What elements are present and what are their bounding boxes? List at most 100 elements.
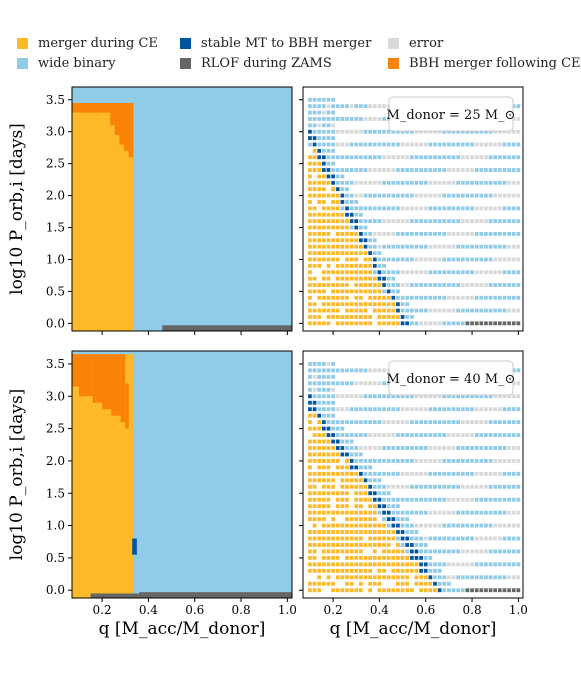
heatmap-cell bbox=[345, 465, 349, 469]
heatmap-cell bbox=[498, 206, 502, 210]
heatmap-cell bbox=[391, 562, 395, 566]
heatmap-cell bbox=[364, 394, 368, 398]
heatmap-cell bbox=[322, 485, 326, 489]
heatmap-cell bbox=[433, 537, 437, 541]
heatmap-cell bbox=[364, 524, 368, 528]
heatmap-cell bbox=[322, 175, 326, 179]
heatmap-cell bbox=[391, 485, 395, 489]
heatmap-cell bbox=[424, 309, 428, 313]
heatmap-cell bbox=[433, 433, 437, 437]
heatmap-cell bbox=[354, 537, 358, 541]
heatmap-cell bbox=[475, 181, 479, 185]
heatmap-cell bbox=[415, 258, 419, 262]
heatmap-cell bbox=[331, 245, 335, 249]
heatmap-cell bbox=[433, 498, 437, 502]
heatmap-cell bbox=[424, 219, 428, 223]
heatmap-cell bbox=[479, 155, 483, 159]
heatmap-cell bbox=[336, 459, 340, 463]
heatmap-cell bbox=[456, 524, 460, 528]
heatmap-cell bbox=[350, 155, 354, 159]
heatmap-cell bbox=[484, 498, 488, 502]
heatmap-cell bbox=[313, 459, 317, 463]
heatmap-cell bbox=[322, 550, 326, 554]
heatmap-cell bbox=[378, 270, 382, 274]
heatmap-cell bbox=[378, 130, 382, 134]
heatmap-cell bbox=[484, 143, 488, 147]
heatmap-cell bbox=[391, 168, 395, 172]
heatmap-cell bbox=[354, 446, 358, 450]
heatmap-cell bbox=[317, 375, 321, 379]
heatmap-cell bbox=[354, 550, 358, 554]
heatmap-cell bbox=[489, 309, 493, 313]
heatmap-cell bbox=[313, 168, 317, 172]
heatmap-cell bbox=[382, 130, 386, 134]
heatmap-cell bbox=[382, 550, 386, 554]
heatmap-cell bbox=[354, 238, 358, 242]
heatmap-cell bbox=[415, 433, 419, 437]
heatmap-cell bbox=[102, 354, 111, 409]
heatmap-cell bbox=[442, 485, 446, 489]
heatmap-cell bbox=[331, 309, 335, 313]
heatmap-cell bbox=[336, 194, 340, 198]
heatmap-cell bbox=[387, 575, 391, 579]
heatmap-cell bbox=[373, 433, 377, 437]
heatmap-cell bbox=[331, 251, 335, 255]
heatmap-cell bbox=[507, 524, 511, 528]
heatmap-cell bbox=[387, 283, 391, 287]
heatmap-cell bbox=[364, 575, 368, 579]
heatmap-cell bbox=[456, 245, 460, 249]
heatmap-cell bbox=[452, 511, 456, 515]
heatmap-cell bbox=[308, 104, 312, 108]
heatmap-cell bbox=[368, 277, 372, 281]
heatmap-cell bbox=[410, 556, 414, 560]
heatmap-cell bbox=[489, 206, 493, 210]
heatmap-cell bbox=[336, 588, 340, 592]
heatmap-cell bbox=[517, 550, 521, 554]
heatmap-cell bbox=[401, 446, 405, 450]
heatmap-cell bbox=[479, 498, 483, 502]
heatmap-cell bbox=[313, 478, 317, 482]
heatmap-cell bbox=[475, 472, 479, 476]
heatmap-cell bbox=[308, 388, 312, 392]
heatmap-cell bbox=[368, 465, 372, 469]
heatmap-cell bbox=[382, 588, 386, 592]
heatmap-cell bbox=[327, 251, 331, 255]
heatmap-cell bbox=[475, 498, 479, 502]
heatmap-cell bbox=[368, 556, 372, 560]
heatmap-cell bbox=[461, 181, 465, 185]
heatmap-cell bbox=[313, 472, 317, 476]
heatmap-cell bbox=[350, 550, 354, 554]
heatmap-cell bbox=[479, 181, 483, 185]
heatmap-cell bbox=[452, 168, 456, 172]
heatmap-cell bbox=[341, 315, 345, 319]
heatmap-cell bbox=[359, 206, 363, 210]
heatmap-cell bbox=[503, 550, 507, 554]
heatmap-cell bbox=[368, 117, 372, 121]
heatmap-cell bbox=[415, 582, 419, 586]
heatmap-cell bbox=[313, 136, 317, 140]
heatmap-cell bbox=[322, 321, 326, 325]
heatmap-cell bbox=[359, 104, 363, 108]
y-tick-label: 2.5 bbox=[46, 422, 65, 436]
heatmap-cell bbox=[415, 168, 419, 172]
heatmap-cell bbox=[387, 245, 391, 249]
heatmap-cell bbox=[322, 491, 326, 495]
heatmap-cell bbox=[479, 219, 483, 223]
heatmap-cell bbox=[322, 427, 326, 431]
heatmap-cell bbox=[354, 575, 358, 579]
heatmap-cell bbox=[419, 321, 423, 325]
heatmap-cell bbox=[456, 258, 460, 262]
heatmap-cell bbox=[345, 517, 349, 521]
heatmap-cell bbox=[331, 315, 335, 319]
heatmap-cell bbox=[410, 270, 414, 274]
heatmap-cell bbox=[336, 187, 340, 191]
heatmap-cell bbox=[354, 472, 358, 476]
heatmap-cell bbox=[364, 407, 368, 411]
heatmap-cell bbox=[489, 498, 493, 502]
heatmap-cell bbox=[317, 283, 321, 287]
heatmap-cell bbox=[354, 232, 358, 236]
heatmap-cell bbox=[341, 550, 345, 554]
heatmap-cell bbox=[479, 537, 483, 541]
heatmap-cell bbox=[345, 562, 349, 566]
